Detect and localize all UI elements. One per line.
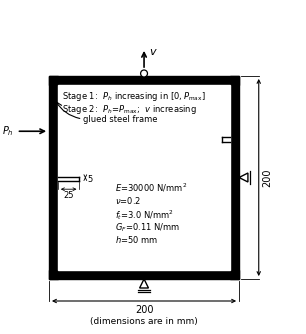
Text: $P_h$: $P_h$ xyxy=(2,124,13,138)
Text: $f_t$=3.0 N/mm$^2$: $f_t$=3.0 N/mm$^2$ xyxy=(115,208,174,222)
Bar xyxy=(49,76,239,85)
Text: 200: 200 xyxy=(135,305,153,315)
Text: $G_F$=0.11 N/mm: $G_F$=0.11 N/mm xyxy=(115,221,180,233)
Text: $h$=50 mm: $h$=50 mm xyxy=(115,234,158,245)
Text: (dimensions are in mm): (dimensions are in mm) xyxy=(90,317,198,326)
Text: $v$: $v$ xyxy=(149,47,158,57)
Text: 5: 5 xyxy=(87,174,92,183)
Bar xyxy=(58,85,230,270)
Bar xyxy=(49,270,239,279)
Circle shape xyxy=(140,70,147,77)
Text: Stage 1:  $P_h$ increasing in $[0,P_{\mathrm{max}}]$: Stage 1: $P_h$ increasing in $[0,P_{\mat… xyxy=(62,90,206,103)
Text: $\nu$=0.2: $\nu$=0.2 xyxy=(115,195,141,206)
Bar xyxy=(49,76,58,279)
Text: 200: 200 xyxy=(263,168,273,187)
Text: 25: 25 xyxy=(63,191,74,200)
Text: $E$=30000 N/mm$^2$: $E$=30000 N/mm$^2$ xyxy=(115,182,187,194)
Text: Stage 2:  $P_h$=$P_{\mathrm{max}}$;  $v$ increasing: Stage 2: $P_h$=$P_{\mathrm{max}}$; $v$ i… xyxy=(62,103,197,116)
Text: glued steel frame: glued steel frame xyxy=(84,115,158,124)
Bar xyxy=(230,76,239,279)
